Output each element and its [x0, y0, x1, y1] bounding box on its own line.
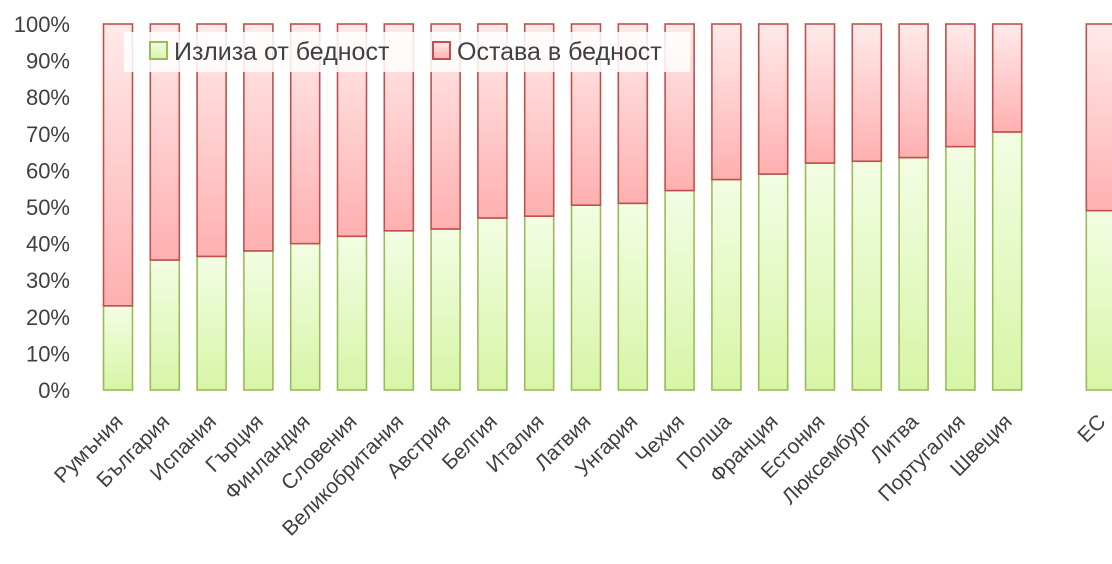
- bar-segment: [664, 189, 695, 391]
- bar-segment: [102, 305, 134, 391]
- bar-segment: [711, 178, 742, 391]
- x-axis-labels: РумънияБългарияИспанияГърцияФинландияСло…: [50, 410, 1110, 541]
- y-tick-label: 0%: [38, 378, 70, 403]
- y-tick-label: 10%: [26, 341, 70, 366]
- x-tick-label: ЕС: [1073, 410, 1110, 447]
- y-tick-label: 20%: [26, 305, 70, 330]
- y-tick-label: 60%: [26, 158, 70, 183]
- y-tick-label: 80%: [26, 85, 70, 110]
- bar-segment: [570, 204, 602, 391]
- legend-swatch: [432, 41, 451, 60]
- legend-swatch: [149, 41, 168, 60]
- bar-segment: [711, 23, 742, 181]
- y-tick-label: 90%: [26, 49, 70, 74]
- y-axis: 0% 10% 20% 30% 40% 50% 60% 70% 80% 90% 100%: [14, 12, 70, 403]
- bar-segment: [757, 173, 789, 391]
- bar-segment: [430, 228, 461, 391]
- legend-label: Остава в бедност: [457, 38, 662, 66]
- y-tick-label: 100%: [14, 12, 70, 37]
- bar-segment: [149, 259, 181, 391]
- bar-segment: [289, 242, 321, 391]
- bar-segment: [243, 250, 274, 391]
- y-tick-label: 30%: [26, 268, 70, 293]
- bar-segment: [336, 235, 368, 391]
- y-tick-label: 70%: [26, 122, 70, 147]
- bar-segment: [851, 160, 883, 391]
- bar-segment: [196, 255, 227, 391]
- bar-segment: [804, 23, 836, 164]
- bar-segment: [945, 145, 976, 391]
- bar-segment: [991, 131, 1023, 391]
- bar-segment: [523, 215, 555, 391]
- bar-segment: [383, 229, 415, 391]
- bar-segment: [1085, 209, 1112, 391]
- y-tick-label: 40%: [26, 232, 70, 257]
- bar-segment: [898, 23, 929, 159]
- bar-segment: [945, 23, 976, 148]
- y-tick-label: 50%: [26, 195, 70, 220]
- bar-segment: [851, 23, 883, 163]
- legend-background: [124, 32, 690, 72]
- legend: Излиза от бедност Остава в бедност: [124, 32, 690, 72]
- legend-label: Излиза от бедност: [174, 38, 390, 66]
- bars: [102, 23, 1112, 391]
- bar-segment: [898, 156, 929, 391]
- bar-segment: [991, 23, 1023, 133]
- bar-segment: [804, 162, 836, 391]
- bar-segment: [757, 23, 789, 175]
- bar-segment: [617, 202, 649, 391]
- bar-segment: [477, 217, 508, 391]
- bar-segment: [1085, 23, 1112, 212]
